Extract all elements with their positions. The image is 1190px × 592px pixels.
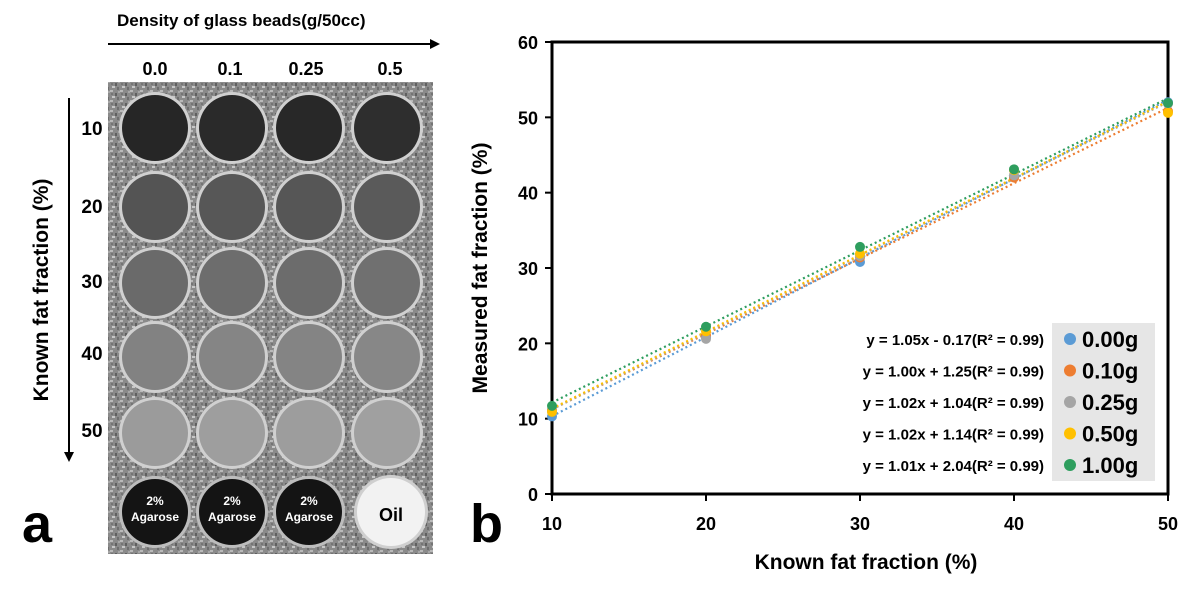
data-points bbox=[547, 97, 1173, 422]
phantom-vial bbox=[122, 95, 188, 161]
legend-label: 0.25g bbox=[1082, 390, 1138, 415]
phantom-vial bbox=[276, 95, 342, 161]
panel-a: a Density of glass beads(g/50cc) 0.0 0.1… bbox=[22, 11, 440, 554]
legend-marker bbox=[1064, 333, 1076, 345]
y-tick-label: 40 bbox=[518, 184, 538, 204]
agarose-vial-label: Agarose bbox=[131, 510, 179, 524]
agarose-vial-label: Agarose bbox=[285, 510, 333, 524]
data-point bbox=[1163, 107, 1173, 118]
row-labels: 10 20 30 40 50 bbox=[81, 119, 102, 442]
phantom-vial bbox=[199, 95, 265, 161]
phantom-vial bbox=[354, 250, 420, 316]
bottom-vial-labels: 2% Agarose 2% Agarose 2% Agarose Oil bbox=[131, 494, 403, 525]
phantom-vial bbox=[199, 400, 265, 466]
trendline-equation: y = 1.02x + 1.04(R² = 0.99) bbox=[863, 395, 1044, 412]
legend-marker bbox=[1064, 459, 1076, 471]
y-tick-label: 0 bbox=[528, 485, 538, 505]
legend-marker bbox=[1064, 427, 1076, 440]
agarose-vial-label: 2% bbox=[223, 494, 241, 508]
phantom-vial bbox=[276, 324, 342, 390]
agarose-vial-label: 2% bbox=[146, 494, 164, 508]
y-tick-label: 50 bbox=[518, 108, 538, 128]
oil-vial bbox=[357, 478, 425, 546]
phantom-vial bbox=[199, 250, 265, 316]
agarose-vial bbox=[199, 479, 265, 545]
x-tick-label: 40 bbox=[1004, 514, 1024, 534]
y-tick-label: 10 bbox=[518, 410, 538, 430]
phantom-vial bbox=[122, 174, 188, 240]
phantom-vial bbox=[122, 324, 188, 390]
data-point bbox=[547, 400, 557, 411]
phantom-vial bbox=[199, 324, 265, 390]
row-label: 30 bbox=[81, 272, 102, 293]
y-tick-label: 60 bbox=[518, 33, 538, 53]
agarose-vial bbox=[122, 479, 188, 545]
y-tick-label: 20 bbox=[518, 334, 538, 354]
legend-label: 0.00g bbox=[1082, 327, 1138, 352]
y-tick-label: 30 bbox=[518, 259, 538, 279]
data-point bbox=[701, 321, 711, 332]
data-point bbox=[1163, 98, 1173, 109]
row-label: 20 bbox=[81, 197, 102, 218]
column-label: 0.5 bbox=[377, 59, 402, 79]
column-label: 0.0 bbox=[142, 59, 167, 79]
x-tick-label: 20 bbox=[696, 514, 716, 534]
density-column-labels: 0.0 0.1 0.25 0.5 bbox=[142, 59, 402, 79]
agarose-vial-label: Agarose bbox=[208, 510, 256, 524]
phantom-vial bbox=[276, 174, 342, 240]
column-label: 0.1 bbox=[217, 59, 242, 79]
trendline-equation: y = 1.00x + 1.25(R² = 0.99) bbox=[863, 364, 1044, 381]
legend-marker bbox=[1064, 396, 1076, 408]
x-axis-title: Known fat fraction (%) bbox=[755, 551, 978, 574]
legend: y = 1.05x - 0.17(R² = 0.99) 0.00g y = 1.00… bbox=[863, 323, 1155, 481]
agarose-vial-label: 2% bbox=[300, 494, 318, 508]
phantom-vial bbox=[354, 324, 420, 390]
column-label: 0.25 bbox=[288, 59, 323, 79]
phantom-vial bbox=[199, 174, 265, 240]
row-label: 40 bbox=[81, 344, 102, 365]
phantom-vial bbox=[354, 95, 420, 161]
phantom-vial bbox=[122, 250, 188, 316]
phantom-vial bbox=[276, 400, 342, 466]
y-axis-ticks: 0 10 20 30 40 50 60 bbox=[518, 33, 552, 505]
phantom-vial bbox=[122, 400, 188, 466]
x-tick-label: 30 bbox=[850, 514, 870, 534]
y-axis-title: Measured fat fraction (%) bbox=[469, 143, 492, 394]
legend-label: 1.00g bbox=[1082, 453, 1138, 478]
data-point bbox=[1009, 164, 1019, 175]
agarose-vial bbox=[276, 479, 342, 545]
legend-label: 0.10g bbox=[1082, 359, 1138, 384]
phantom-vial bbox=[354, 400, 420, 466]
x-tick-label: 50 bbox=[1158, 514, 1178, 534]
data-point bbox=[701, 333, 711, 344]
legend-label: 0.50g bbox=[1082, 422, 1138, 447]
glass-bead-density-title: Density of glass beads(g/50cc) bbox=[117, 11, 365, 30]
trendline-equation: y = 1.01x + 2.04(R² = 0.99) bbox=[863, 458, 1044, 475]
row-label: 10 bbox=[81, 119, 102, 140]
phantom-vials bbox=[119, 92, 428, 549]
phantom-vial bbox=[276, 250, 342, 316]
trendline-equation: y = 1.05x - 0.17(R² = 0.99) bbox=[866, 332, 1044, 349]
row-label: 50 bbox=[81, 421, 102, 442]
data-point bbox=[855, 241, 865, 252]
oil-vial-label: Oil bbox=[379, 505, 403, 525]
trendline bbox=[551, 106, 1169, 411]
panel-b-label: b bbox=[470, 494, 503, 554]
trendline-equation: y = 1.02x + 1.14(R² = 0.99) bbox=[863, 427, 1044, 444]
x-tick-label: 10 bbox=[542, 514, 562, 534]
panel-a-label: a bbox=[22, 494, 53, 554]
legend-marker bbox=[1064, 364, 1076, 377]
phantom-vial bbox=[354, 174, 420, 240]
x-axis-ticks: 10 20 30 40 50 bbox=[542, 494, 1178, 534]
known-fat-fraction-axis-title: Known fat fraction (%) bbox=[30, 179, 53, 402]
